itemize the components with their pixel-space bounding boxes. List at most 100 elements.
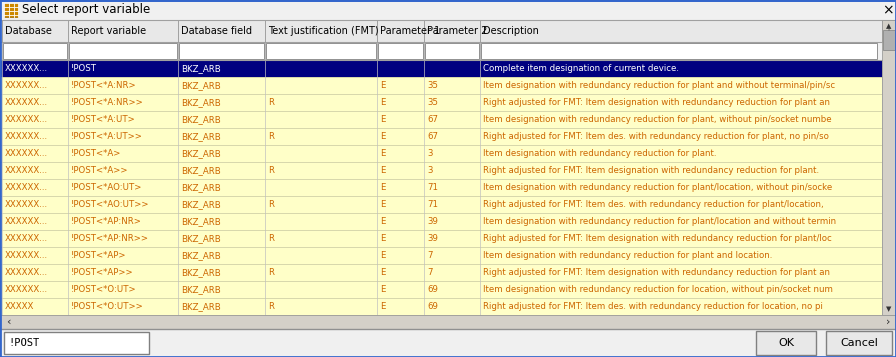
Text: R: R bbox=[268, 268, 274, 277]
Text: E: E bbox=[380, 183, 385, 192]
Text: R: R bbox=[268, 200, 274, 209]
Text: Right adjusted for FMT: Item des. with redundancy reduction for location, no pi: Right adjusted for FMT: Item des. with r… bbox=[483, 302, 823, 311]
Text: Item designation with redundancy reduction for plant/location and without termin: Item designation with redundancy reducti… bbox=[483, 217, 836, 226]
Bar bbox=[69, 43, 177, 59]
Text: BKZ_ARB: BKZ_ARB bbox=[181, 268, 220, 277]
Bar bbox=[883, 30, 895, 50]
Bar bbox=[882, 20, 896, 315]
Text: XXXXXX...: XXXXXX... bbox=[5, 200, 48, 209]
Bar bbox=[266, 43, 376, 59]
Text: !POST<*O:UT>>: !POST<*O:UT>> bbox=[71, 302, 143, 311]
Text: BKZ_ARB: BKZ_ARB bbox=[181, 183, 220, 192]
Text: Cancel: Cancel bbox=[840, 338, 878, 348]
Text: E: E bbox=[380, 234, 385, 243]
Bar bbox=[0, 0, 896, 20]
Text: XXXXXX...: XXXXXX... bbox=[5, 183, 48, 192]
Bar bbox=[4, 332, 149, 354]
Text: BKZ_ARB: BKZ_ARB bbox=[181, 285, 220, 294]
Bar bbox=[0, 315, 896, 329]
Text: Select report variable: Select report variable bbox=[22, 4, 151, 16]
Text: !POST<*A:NR>>: !POST<*A:NR>> bbox=[71, 98, 143, 107]
Text: Item designation with redundancy reduction for plant/location, without pin/socke: Item designation with redundancy reducti… bbox=[483, 183, 832, 192]
Text: 69: 69 bbox=[427, 302, 438, 311]
Text: !POST<*O:UT>: !POST<*O:UT> bbox=[71, 285, 136, 294]
Bar bbox=[0, 213, 882, 230]
Text: Right adjusted for FMT: Item designation with redundancy reduction for plant.: Right adjusted for FMT: Item designation… bbox=[483, 166, 819, 175]
Text: XXXXXX...: XXXXXX... bbox=[5, 234, 48, 243]
Text: !POST<*AO:UT>: !POST<*AO:UT> bbox=[71, 183, 142, 192]
Text: XXXXXX...: XXXXXX... bbox=[5, 166, 48, 175]
Bar bbox=[0, 330, 896, 357]
Text: !POST<*A:UT>>: !POST<*A:UT>> bbox=[71, 132, 142, 141]
Bar bbox=[0, 77, 882, 94]
Text: Right adjusted for FMT: Item des. with redundancy reduction for plant, no pin/so: Right adjusted for FMT: Item des. with r… bbox=[483, 132, 829, 141]
Text: Right adjusted for FMT: Item des. with redundancy reduction for plant/location,: Right adjusted for FMT: Item des. with r… bbox=[483, 200, 823, 209]
Text: Database field: Database field bbox=[181, 26, 252, 36]
Bar bbox=[0, 264, 882, 281]
Bar bbox=[0, 247, 882, 264]
Text: Parameter 2: Parameter 2 bbox=[427, 26, 487, 36]
Text: R: R bbox=[268, 166, 274, 175]
Bar bbox=[756, 331, 816, 355]
Text: XXXXXX...: XXXXXX... bbox=[5, 149, 48, 158]
Text: 35: 35 bbox=[427, 98, 438, 107]
Text: 67: 67 bbox=[427, 132, 438, 141]
Text: XXXXXX...: XXXXXX... bbox=[5, 81, 48, 90]
Bar bbox=[0, 60, 882, 77]
Text: XXXXXX...: XXXXXX... bbox=[5, 64, 48, 73]
Text: ▲: ▲ bbox=[886, 23, 892, 29]
Text: 71: 71 bbox=[427, 183, 438, 192]
Text: !POST<*A>>: !POST<*A>> bbox=[71, 166, 128, 175]
Text: E: E bbox=[380, 132, 385, 141]
Text: 3: 3 bbox=[427, 149, 433, 158]
Text: 39: 39 bbox=[427, 234, 438, 243]
Text: BKZ_ARB: BKZ_ARB bbox=[181, 166, 220, 175]
Text: XXXXXX...: XXXXXX... bbox=[5, 115, 48, 124]
Text: BKZ_ARB: BKZ_ARB bbox=[181, 302, 220, 311]
Bar bbox=[0, 94, 882, 111]
Text: E: E bbox=[380, 268, 385, 277]
Bar bbox=[0, 281, 882, 298]
Text: ›: › bbox=[886, 317, 891, 327]
Text: BKZ_ARB: BKZ_ARB bbox=[181, 234, 220, 243]
Bar bbox=[0, 145, 882, 162]
Text: ×: × bbox=[883, 3, 894, 17]
Text: Database: Database bbox=[5, 26, 52, 36]
Text: OK: OK bbox=[778, 338, 794, 348]
Text: 3: 3 bbox=[427, 166, 433, 175]
Text: Text justification (FMT): Text justification (FMT) bbox=[268, 26, 379, 36]
Text: XXXXXX...: XXXXXX... bbox=[5, 251, 48, 260]
Text: Report variable: Report variable bbox=[71, 26, 146, 36]
Text: E: E bbox=[380, 149, 385, 158]
Text: XXXXXX...: XXXXXX... bbox=[5, 268, 48, 277]
Bar bbox=[179, 43, 264, 59]
Text: BKZ_ARB: BKZ_ARB bbox=[181, 132, 220, 141]
Text: Description: Description bbox=[483, 26, 538, 36]
Text: BKZ_ARB: BKZ_ARB bbox=[181, 149, 220, 158]
Text: !POST: !POST bbox=[8, 338, 39, 348]
Bar bbox=[0, 111, 882, 128]
Bar bbox=[4, 3, 18, 17]
Text: Right adjusted for FMT: Item designation with redundancy reduction for plant an: Right adjusted for FMT: Item designation… bbox=[483, 98, 830, 107]
Text: XXXXXX...: XXXXXX... bbox=[5, 285, 48, 294]
Text: BKZ_ARB: BKZ_ARB bbox=[181, 64, 220, 73]
Text: !POST<*AP:NR>>: !POST<*AP:NR>> bbox=[71, 234, 149, 243]
Text: E: E bbox=[380, 98, 385, 107]
Text: 35: 35 bbox=[427, 81, 438, 90]
Text: !POST<*AP:NR>: !POST<*AP:NR> bbox=[71, 217, 142, 226]
Text: Right adjusted for FMT: Item designation with redundancy reduction for plant an: Right adjusted for FMT: Item designation… bbox=[483, 268, 830, 277]
Text: Right adjusted for FMT: Item designation with redundancy reduction for plant/loc: Right adjusted for FMT: Item designation… bbox=[483, 234, 831, 243]
Bar bbox=[378, 43, 423, 59]
Bar bbox=[0, 179, 882, 196]
Text: Item designation with redundancy reduction for location, without pin/socket num: Item designation with redundancy reducti… bbox=[483, 285, 833, 294]
Bar bbox=[0, 162, 882, 179]
Text: BKZ_ARB: BKZ_ARB bbox=[181, 115, 220, 124]
Text: BKZ_ARB: BKZ_ARB bbox=[181, 98, 220, 107]
Text: R: R bbox=[268, 302, 274, 311]
Text: R: R bbox=[268, 98, 274, 107]
Bar bbox=[0, 230, 882, 247]
Text: XXXXXX...: XXXXXX... bbox=[5, 98, 48, 107]
Bar bbox=[0, 128, 882, 145]
Text: XXXXX: XXXXX bbox=[5, 302, 34, 311]
Bar bbox=[0, 196, 882, 213]
